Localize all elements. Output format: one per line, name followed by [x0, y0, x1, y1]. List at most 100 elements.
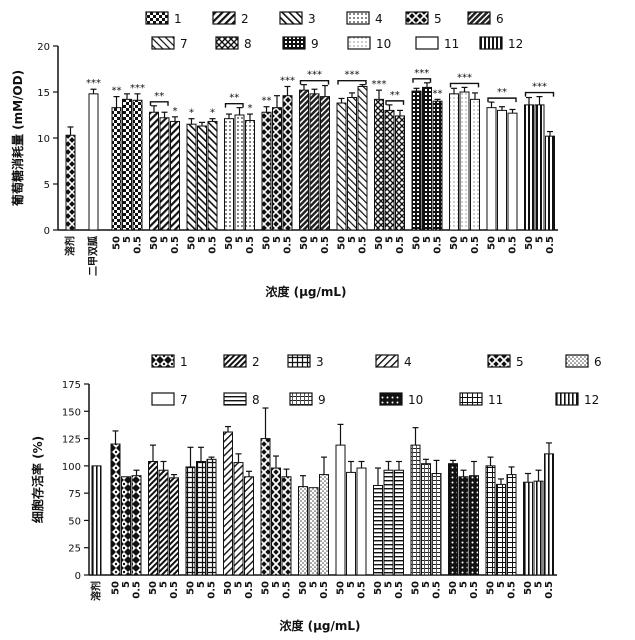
legend-swatch: [487, 354, 511, 368]
x-tick-label: 二甲双胍: [87, 236, 100, 276]
x-tick-label: 50: [148, 581, 159, 595]
x-tick-label: 50: [486, 581, 497, 595]
bar: [197, 125, 207, 231]
x-tick-label: 5: [460, 236, 471, 243]
bar: [421, 463, 431, 576]
bar: [260, 438, 271, 576]
bar: [470, 98, 480, 231]
y-tick-label: 10: [37, 134, 50, 145]
bar: [448, 463, 458, 576]
x-tick-label: 5: [347, 236, 358, 243]
legend-swatch: [379, 392, 403, 406]
x-tick-label: 5: [234, 581, 245, 588]
significance-bracket: [149, 101, 169, 106]
legend-swatch: [479, 36, 503, 50]
bar: [244, 476, 254, 576]
bar: [486, 107, 497, 231]
significance-label: *: [173, 106, 178, 117]
bar: [319, 474, 329, 576]
x-tick-label: 5: [122, 236, 133, 243]
bar: [282, 95, 293, 231]
x-tick-label: 5: [346, 581, 357, 588]
bar: [374, 98, 384, 231]
x-tick-label: 0.5: [282, 581, 293, 599]
bar: [169, 477, 179, 576]
bar: [411, 90, 422, 231]
x-tick-label: 0.5: [170, 236, 181, 254]
y-tick-label: 5: [44, 180, 50, 191]
bracket-significance-label: ***: [457, 72, 472, 83]
significance-bracket: [487, 97, 517, 103]
x-tick-label: 0.5: [470, 236, 481, 254]
significance-label: **: [433, 88, 443, 99]
y-tick-label: 15: [37, 88, 50, 99]
significance-bracket: [385, 100, 405, 105]
bar: [299, 89, 309, 231]
x-tick-label: 5: [534, 581, 545, 588]
x-tick-label: 0.5: [395, 236, 406, 254]
y-tick-label: 50: [68, 516, 81, 527]
legend-swatch: [215, 36, 239, 50]
legend-label: 9: [318, 393, 326, 407]
legend-label: 5: [434, 12, 442, 26]
bar: [111, 107, 122, 231]
legend-label: 11: [488, 393, 503, 407]
x-tick-label: 50: [186, 581, 197, 595]
significance-bracket: [412, 78, 432, 83]
x-tick-label: 5: [197, 236, 208, 243]
legend-swatch: [415, 36, 439, 50]
x-axis-label: 浓度 (μg/mL): [279, 618, 360, 633]
x-tick-label: 0.5: [283, 236, 294, 254]
x-tick-label: 50: [112, 236, 123, 250]
bar: [309, 93, 320, 231]
bar: [373, 485, 383, 576]
x-tick-label: 50: [412, 236, 423, 250]
bar: [432, 100, 443, 231]
significance-label: ***: [280, 75, 295, 86]
legend-swatch: [151, 36, 175, 50]
x-tick-label: 5: [385, 236, 396, 243]
bar: [185, 466, 196, 576]
bar: [224, 118, 234, 231]
bar: [233, 462, 244, 576]
legend-swatch: [151, 392, 175, 406]
x-tick-label: 0.5: [433, 236, 444, 254]
bar: [431, 472, 442, 576]
legend-swatch: [287, 354, 311, 368]
x-tick-label: 溶剂: [90, 581, 103, 601]
x-tick-label: 0.5: [508, 236, 519, 254]
x-tick-label: 0.5: [357, 581, 368, 599]
x-tick-label: 5: [422, 236, 433, 243]
x-tick-label: 5: [459, 581, 470, 588]
significance-label: *: [189, 108, 194, 119]
bar: [347, 97, 357, 231]
x-tick-label: 0.5: [358, 236, 369, 254]
legend-swatch: [289, 392, 313, 406]
legend-swatch: [555, 392, 579, 406]
legend-label: 2: [241, 12, 249, 26]
bar: [545, 135, 555, 231]
bar: [234, 114, 245, 231]
bar: [458, 476, 469, 576]
y-tick-label: 175: [62, 380, 81, 391]
bracket-significance-label: ***: [307, 70, 322, 81]
bracket-significance-label: ***: [414, 68, 429, 79]
y-tick-label: 25: [68, 544, 81, 555]
bar: [272, 107, 282, 231]
bar: [459, 91, 470, 231]
significance-label: ***: [86, 78, 101, 89]
x-tick-label: 50: [223, 581, 234, 595]
legend-label: 7: [180, 37, 188, 51]
x-tick-label: 5: [160, 236, 171, 243]
legend-label: 1: [174, 12, 182, 26]
bar: [132, 99, 143, 231]
y-axis-label: 细胞存活率 (%): [30, 436, 45, 523]
x-tick-label: 50: [299, 236, 310, 250]
legend-swatch: [347, 36, 371, 50]
bracket-significance-label: **: [497, 87, 507, 98]
x-tick-label: 50: [336, 581, 347, 595]
x-tick-label: 0.5: [469, 581, 480, 599]
legend-swatch: [346, 11, 370, 25]
y-tick-label: 75: [68, 489, 81, 500]
